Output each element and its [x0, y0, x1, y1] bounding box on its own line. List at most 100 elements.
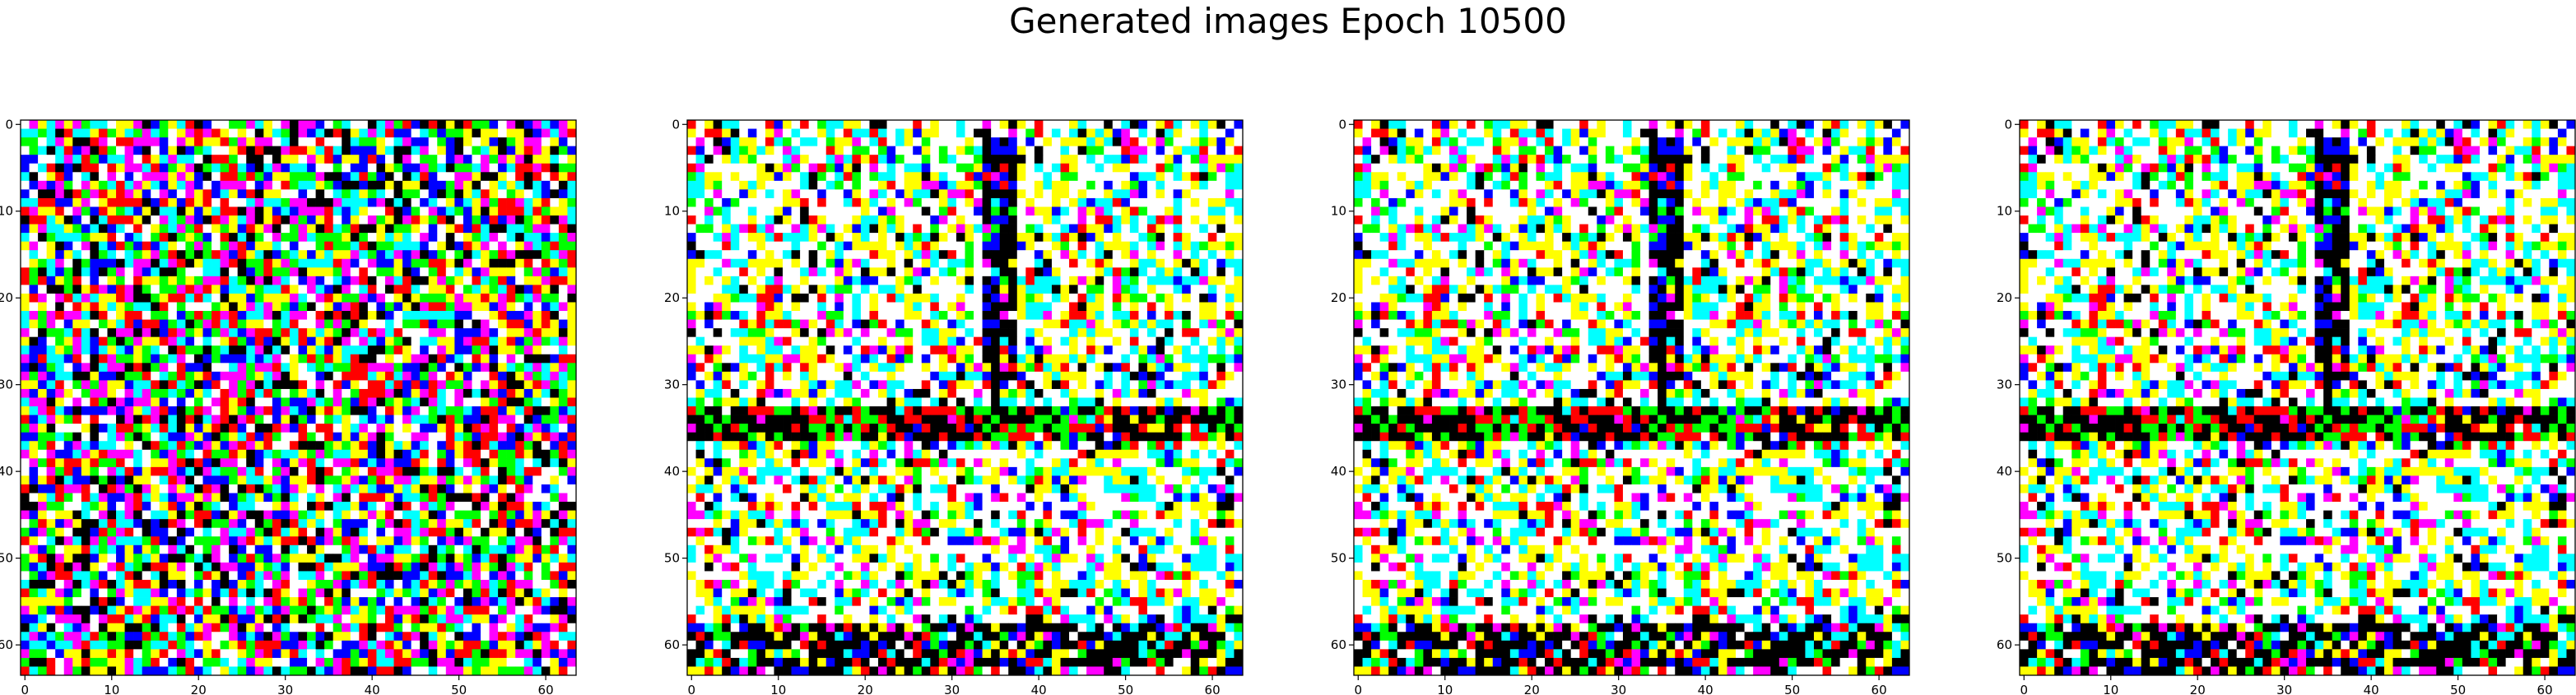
pixel-cell [298, 554, 308, 563]
pixel-cell [307, 605, 316, 615]
pixel-cell [29, 363, 39, 373]
pixel-cell [307, 319, 316, 329]
pixel-cell [393, 640, 403, 650]
pixel-cell [860, 128, 870, 138]
pixel-cell [298, 510, 308, 520]
pixel-cell [168, 475, 178, 485]
pixel-cell [402, 267, 412, 277]
pixel-cell [332, 276, 342, 285]
pixel-cell [1207, 224, 1217, 234]
pixel-cell [765, 163, 774, 173]
pixel-cell [159, 441, 169, 451]
pixel-cell [229, 258, 239, 268]
pixel-cell [420, 502, 430, 511]
pixel-cell [1190, 146, 1200, 155]
pixel-cell [1016, 137, 1026, 146]
pixel-cell [212, 527, 221, 537]
pixel-cell [212, 475, 221, 485]
pixel-cell [159, 466, 169, 476]
pixel-cell [695, 120, 705, 129]
pixel-cell [765, 206, 774, 216]
pixel-cell [81, 354, 91, 364]
pixel-cell [393, 155, 403, 164]
pixel-cell [315, 527, 325, 537]
pixel-cell [281, 579, 291, 589]
pixel-cell [480, 276, 490, 285]
pixel-cell [454, 328, 464, 338]
pixel-cell [151, 215, 160, 225]
pixel-cell [202, 632, 212, 642]
pixel-cell [713, 172, 723, 182]
pixel-cell [350, 544, 360, 554]
pixel-cell [29, 172, 39, 182]
pixel-cell [393, 458, 403, 468]
pixel-cell [550, 267, 560, 277]
pixel-cell [315, 215, 325, 225]
pixel-cell [999, 120, 1009, 129]
pixel-cell [393, 189, 403, 199]
pixel-cell [445, 640, 455, 650]
pixel-cell [289, 319, 299, 329]
pixel-cell [376, 163, 386, 173]
pixel-cell [411, 197, 421, 207]
pixel-cell [107, 449, 117, 459]
pixel-cell [991, 215, 1001, 225]
pixel-cell [376, 285, 386, 294]
pixel-cell [550, 623, 560, 632]
pixel-cell [515, 224, 525, 234]
pixel-cell [765, 120, 774, 129]
pixel-cell [246, 345, 256, 355]
pixel-cell [98, 502, 108, 511]
pixel-cell [159, 632, 169, 642]
pixel-cell [176, 388, 186, 398]
pixel-cell [783, 172, 792, 182]
pixel-cell [29, 250, 39, 260]
pixel-cell [237, 536, 247, 546]
pixel-cell [55, 336, 65, 346]
pixel-cell [558, 380, 568, 390]
pixel-cell [124, 493, 134, 503]
pixel-cell [107, 241, 117, 251]
pixel-cell [498, 657, 507, 667]
pixel-cell [38, 302, 47, 312]
pixel-cell [46, 276, 56, 285]
pixel-cell [1121, 128, 1131, 138]
pixel-cell [289, 458, 299, 468]
pixel-cell [246, 502, 256, 511]
pixel-cell [185, 371, 195, 381]
pixel-cell [21, 562, 30, 572]
pixel-cell [428, 285, 438, 294]
pixel-cell [445, 388, 455, 398]
pixel-cell [98, 605, 108, 615]
pixel-cell [55, 406, 65, 415]
pixel-cell [212, 267, 221, 277]
pixel-cell [523, 614, 533, 624]
pixel-cell [229, 388, 239, 398]
pixel-cell [63, 597, 73, 606]
pixel-cell [116, 458, 125, 468]
pixel-cell [307, 197, 316, 207]
pixel-cell [1173, 155, 1183, 164]
pixel-cell [151, 137, 160, 146]
pixel-cell [402, 493, 412, 503]
pixel-cell [567, 519, 577, 529]
pixel-cell [445, 172, 455, 182]
pixel-cell [402, 432, 412, 442]
pixel-cell [384, 605, 394, 615]
pixel-cell [498, 640, 507, 650]
pixel-cell [1216, 180, 1226, 190]
pixel-cell [1182, 206, 1192, 216]
pixel-cell [29, 336, 39, 346]
pixel-cell [29, 475, 39, 485]
pixel-cell [523, 502, 533, 511]
pixel-cell [38, 172, 47, 182]
pixel-cell [445, 215, 455, 225]
pixel-cell [384, 571, 394, 581]
pixel-cell [272, 163, 281, 173]
pixel-cell [254, 128, 264, 138]
pixel-cell [229, 363, 239, 373]
pixel-cell [437, 371, 447, 381]
pixel-cell [506, 371, 516, 381]
pixel-cell [212, 571, 221, 581]
pixel-cell [974, 233, 983, 243]
